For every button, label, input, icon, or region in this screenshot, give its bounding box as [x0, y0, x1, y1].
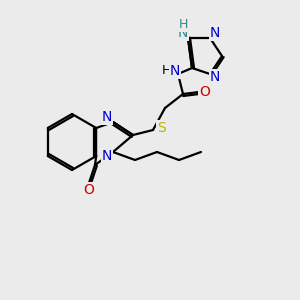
- Text: S: S: [157, 121, 165, 135]
- Text: N: N: [210, 70, 220, 84]
- Text: N: N: [102, 110, 112, 124]
- Text: O: O: [200, 85, 210, 99]
- Text: O: O: [84, 183, 94, 197]
- Text: N: N: [178, 26, 188, 40]
- Text: N: N: [170, 64, 180, 78]
- Text: N: N: [210, 26, 220, 40]
- Text: H: H: [178, 17, 188, 31]
- Text: N: N: [102, 149, 112, 163]
- Text: H: H: [161, 64, 171, 77]
